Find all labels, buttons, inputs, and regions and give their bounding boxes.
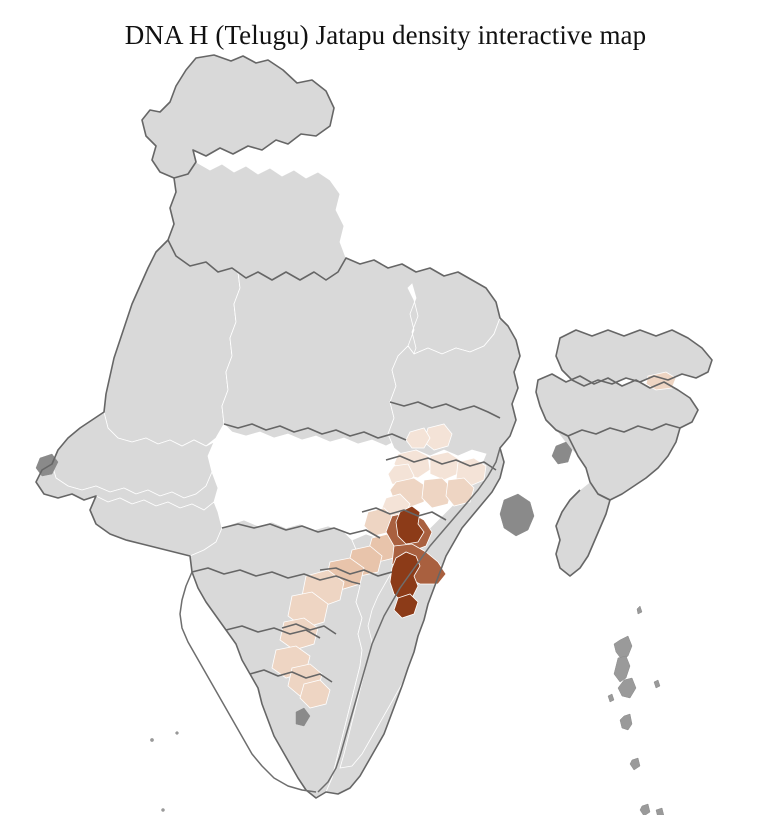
region-tn-north-extra[interactable] — [299, 679, 331, 709]
page-title: DNA H (Telugu) Jatapu density interactiv… — [124, 20, 647, 50]
region-gajapati[interactable] — [445, 477, 475, 507]
region-srikakulam[interactable] — [389, 551, 421, 603]
district-layer-shaded[interactable] — [271, 371, 677, 709]
region-rayagada[interactable] — [421, 477, 453, 509]
district-layer-no-data — [35, 54, 713, 799]
region-srikakulam-south[interactable] — [393, 593, 419, 619]
region-kandhamal[interactable] — [429, 451, 461, 481]
map-svg[interactable] — [0, 50, 771, 815]
state-boundary-layer — [35, 54, 713, 799]
lakshadweep-islands — [150, 731, 179, 812]
india-choropleth-map[interactable] — [0, 50, 771, 815]
andaman-nicobar-islands — [607, 605, 665, 815]
coastline-layer — [179, 447, 501, 793]
